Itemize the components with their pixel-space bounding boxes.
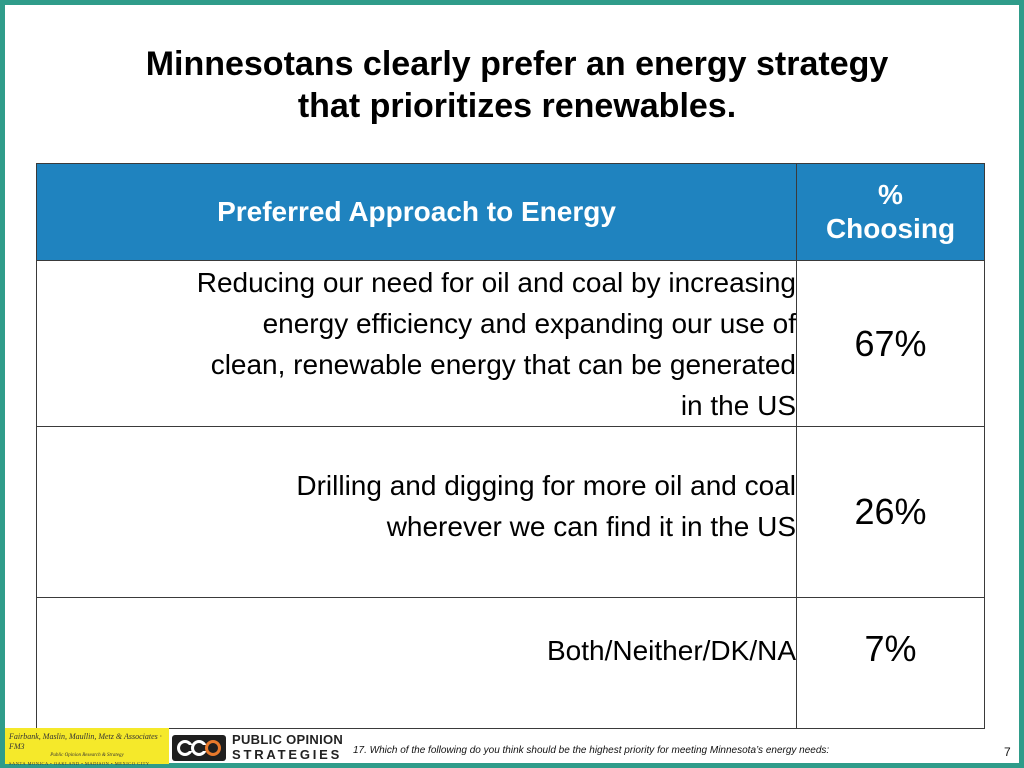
title-line-1: Minnesotans clearly prefer an energy str… xyxy=(145,45,889,83)
approach-text-line: Drilling and digging for more oil and co… xyxy=(296,470,796,501)
approach-text-line: clean, renewable energy that can be gene… xyxy=(210,348,796,380)
pct-cell: 67% xyxy=(796,260,985,427)
pos-logo-line-2: STRATEGIES xyxy=(232,747,343,762)
pos-logo-mark-icon xyxy=(172,735,226,761)
pct-cell: 7% xyxy=(796,597,985,729)
fm3-logo: Fairbank, Maslin, Maullin, Metz & Associ… xyxy=(5,728,169,766)
approach-text-line: in the US xyxy=(680,389,796,421)
approach-text-line: Reducing our need for oil and coal by in… xyxy=(196,266,796,298)
header-pct-label: Choosing xyxy=(825,213,956,244)
table-row: Reducing our need for oil and coal by in… xyxy=(36,260,985,427)
header-pct-choosing: % Choosing xyxy=(796,163,985,261)
table-row: Both/Neither/DK/NA 7% xyxy=(36,597,985,729)
fm3-logo-name: Fairbank, Maslin, Maullin, Metz & Associ… xyxy=(9,732,162,751)
page-number: 7 xyxy=(1004,745,1011,759)
fm3-logo-tagline: Public Opinion Research & Strategy xyxy=(50,753,124,758)
slide-title: Minnesotans clearly prefer an energy str… xyxy=(25,43,1009,127)
table-row: Drilling and digging for more oil and co… xyxy=(36,426,985,598)
header-pct-symbol: % xyxy=(878,179,903,210)
table-header-row: Preferred Approach to Energy % Choosing xyxy=(36,163,985,261)
pct-cell: 26% xyxy=(796,426,985,598)
pos-logo-line-1: PUBLIC OPINION xyxy=(232,732,344,747)
approach-text-line: Both/Neither/DK/NA xyxy=(547,635,796,666)
approach-text-line: energy efficiency and expanding our use … xyxy=(262,307,796,339)
approach-cell: Both/Neither/DK/NA xyxy=(36,597,797,729)
question-footnote: 17. Which of the following do you think … xyxy=(353,745,830,756)
title-line-2: that prioritizes renewables. xyxy=(297,87,737,125)
approach-cell: Reducing our need for oil and coal by in… xyxy=(36,260,797,427)
energy-preference-table: Preferred Approach to Energy % Choosing … xyxy=(36,163,985,729)
fm3-logo-cities: SANTA MONICA • OAKLAND • MADISON • MEXIC… xyxy=(9,761,150,766)
header-approach: Preferred Approach to Energy xyxy=(36,163,797,261)
pos-logo-text: PUBLIC OPINION STRATEGIES xyxy=(232,732,343,762)
approach-cell: Drilling and digging for more oil and co… xyxy=(36,426,797,598)
approach-text-line: wherever we can find it in the US xyxy=(386,511,796,542)
